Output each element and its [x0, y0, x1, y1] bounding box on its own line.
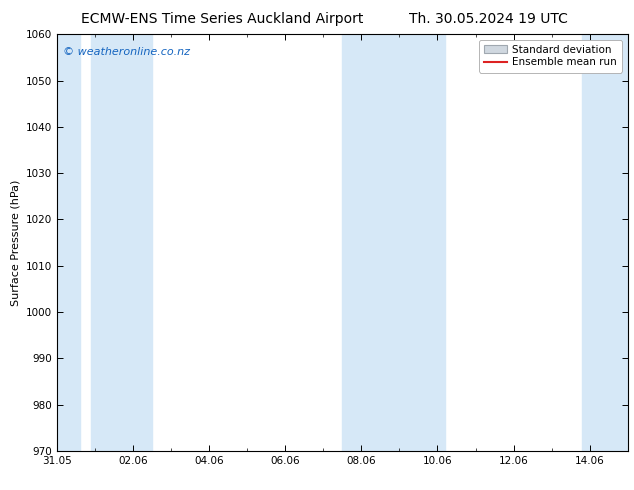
Text: © weatheronline.co.nz: © weatheronline.co.nz — [63, 47, 190, 57]
Y-axis label: Surface Pressure (hPa): Surface Pressure (hPa) — [10, 179, 20, 306]
Bar — [380, 34, 445, 451]
Bar — [91, 34, 152, 451]
Bar — [342, 34, 380, 451]
Text: Th. 30.05.2024 19 UTC: Th. 30.05.2024 19 UTC — [409, 12, 567, 26]
Text: ECMW-ENS Time Series Auckland Airport: ECMW-ENS Time Series Auckland Airport — [81, 12, 363, 26]
Legend: Standard deviation, Ensemble mean run: Standard deviation, Ensemble mean run — [479, 40, 623, 73]
Bar — [582, 34, 628, 451]
Bar — [57, 34, 80, 451]
